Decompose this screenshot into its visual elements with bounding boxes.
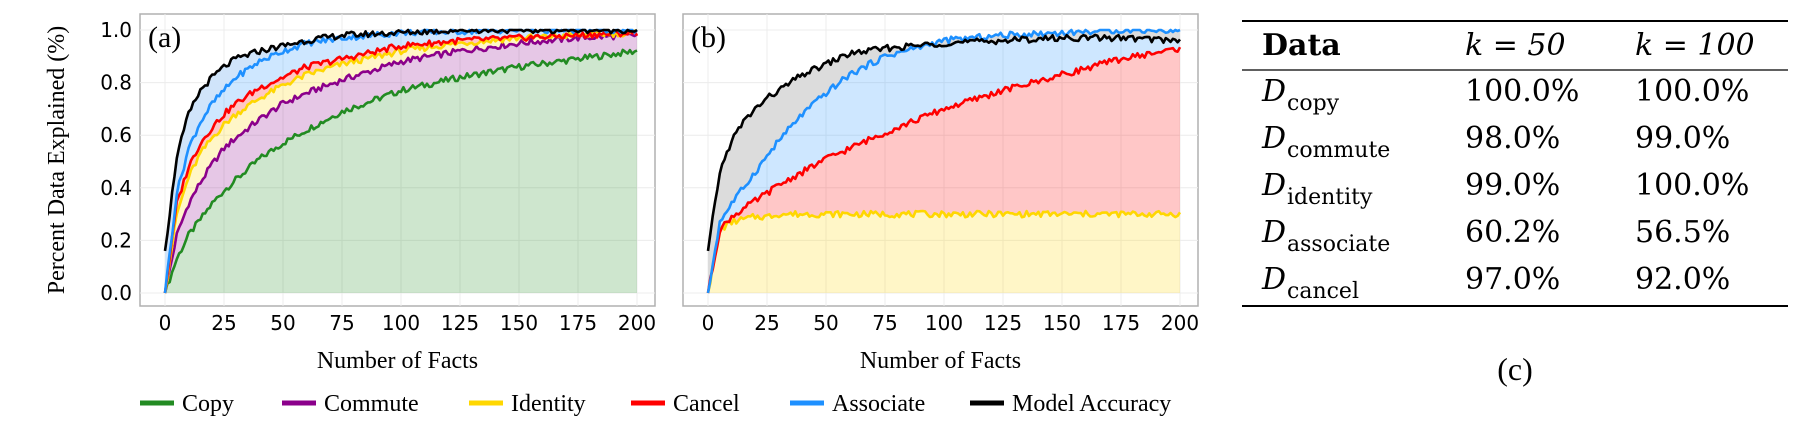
x-tick-label: 150 xyxy=(500,311,538,335)
table-cell: 92.0% xyxy=(1635,262,1730,297)
table-cell: 99.0% xyxy=(1635,121,1730,156)
series-line-model-accuracy xyxy=(163,28,638,252)
legend-label: Copy xyxy=(182,391,234,417)
series-line-cancel xyxy=(163,29,639,294)
table-cell: 100.0% xyxy=(1465,74,1579,109)
band-fill-identity xyxy=(165,30,637,293)
x-tick-label: 125 xyxy=(441,311,479,335)
y-tick-label: 0.2 xyxy=(100,228,132,252)
y-tick-label: 1.0 xyxy=(100,18,132,42)
x-tick-label: 0 xyxy=(702,311,715,335)
x-tick-label: 175 xyxy=(1102,311,1140,335)
legend-label: Identity xyxy=(511,391,586,417)
table-caption: (c) xyxy=(1497,351,1533,387)
band-fill-commute xyxy=(165,33,637,294)
table-header-k50: k = 50 xyxy=(1465,28,1566,63)
series-line-associate xyxy=(706,28,1181,294)
panel-b: 0 25 50 75 100 125 150 175 200 (b) Number of Facts xyxy=(682,13,1199,374)
table-row-name: D xyxy=(1261,262,1286,297)
table-cell: 100.0% xyxy=(1635,74,1749,109)
table-row-name: D xyxy=(1261,121,1286,156)
x-tick-label: 175 xyxy=(559,311,597,335)
x-axis-title: Number of Facts xyxy=(860,348,1021,374)
table-header-data: Data xyxy=(1262,28,1341,63)
table-row-subscript: identity xyxy=(1287,185,1373,210)
legend: Copy Commute Identity Cancel Associate Model … xyxy=(140,391,1171,417)
x-tick-label: 25 xyxy=(754,311,779,335)
legend-label: Model Accuracy xyxy=(1012,391,1171,417)
x-tick-label: 100 xyxy=(925,311,963,335)
band-fill-copy xyxy=(165,49,637,294)
table-row-subscript: copy xyxy=(1287,91,1340,116)
series-line-model-accuracy xyxy=(706,33,1182,252)
table-row-subscript: associate xyxy=(1287,232,1390,257)
plot-frame xyxy=(682,13,1199,307)
band-fill-identity xyxy=(708,211,1180,293)
y-tick-label: 0.8 xyxy=(100,71,132,95)
table-row-name: D xyxy=(1261,168,1286,203)
table-cell: 60.2% xyxy=(1465,215,1560,250)
table-cell: 56.5% xyxy=(1635,215,1730,250)
panel-label: (b) xyxy=(691,21,726,54)
y-tick-label: 0.6 xyxy=(100,123,132,147)
x-tick-label: 50 xyxy=(813,311,838,335)
x-tick-label: 125 xyxy=(984,311,1022,335)
legend-label: Commute xyxy=(324,391,419,417)
table-row-name: D xyxy=(1261,74,1286,109)
x-tick-label: 150 xyxy=(1043,311,1081,335)
table-cell: 97.0% xyxy=(1465,262,1560,297)
table-cell: 100.0% xyxy=(1635,168,1749,203)
table-row-name: D xyxy=(1261,215,1286,250)
panel-label: (a) xyxy=(148,21,181,54)
y-tick-label: 0.4 xyxy=(100,176,132,200)
table-c: Data k = 50 k = 100 D copy 100.0% 100.0% D commu… xyxy=(1242,20,1788,387)
table-cell: 99.0% xyxy=(1465,168,1560,203)
x-tick-label: 50 xyxy=(270,311,295,335)
legend-label: Cancel xyxy=(673,391,740,417)
band-fill-cancel xyxy=(708,47,1180,294)
x-tick-label: 100 xyxy=(382,311,420,335)
y-axis-title: Percent Data Explained (%) xyxy=(44,26,70,295)
series-line-identity xyxy=(706,209,1182,294)
table-header-k100: k = 100 xyxy=(1635,28,1755,63)
panel-a: 0.0 0.2 0.4 0.6 0.8 1.0 0 25 50 75 100 125 150 175 200… xyxy=(44,13,656,374)
x-tick-label: 75 xyxy=(872,311,897,335)
x-tick-label: 200 xyxy=(1161,311,1199,335)
legend-label: Associate xyxy=(832,391,925,417)
series-line-cancel xyxy=(706,46,1182,294)
x-tick-label: 25 xyxy=(211,311,236,335)
y-tick-label: 0.0 xyxy=(100,281,132,305)
band-fill-associate xyxy=(708,30,1180,293)
table-cell: 98.0% xyxy=(1465,121,1560,156)
x-axis-title: Number of Facts xyxy=(317,348,478,374)
x-tick-label: 200 xyxy=(618,311,656,335)
x-tick-label: 0 xyxy=(159,311,172,335)
table-row-subscript: commute xyxy=(1287,138,1390,163)
x-tick-label: 75 xyxy=(329,311,354,335)
series-line-copy xyxy=(163,48,638,294)
table-row-subscript: cancel xyxy=(1287,279,1359,304)
